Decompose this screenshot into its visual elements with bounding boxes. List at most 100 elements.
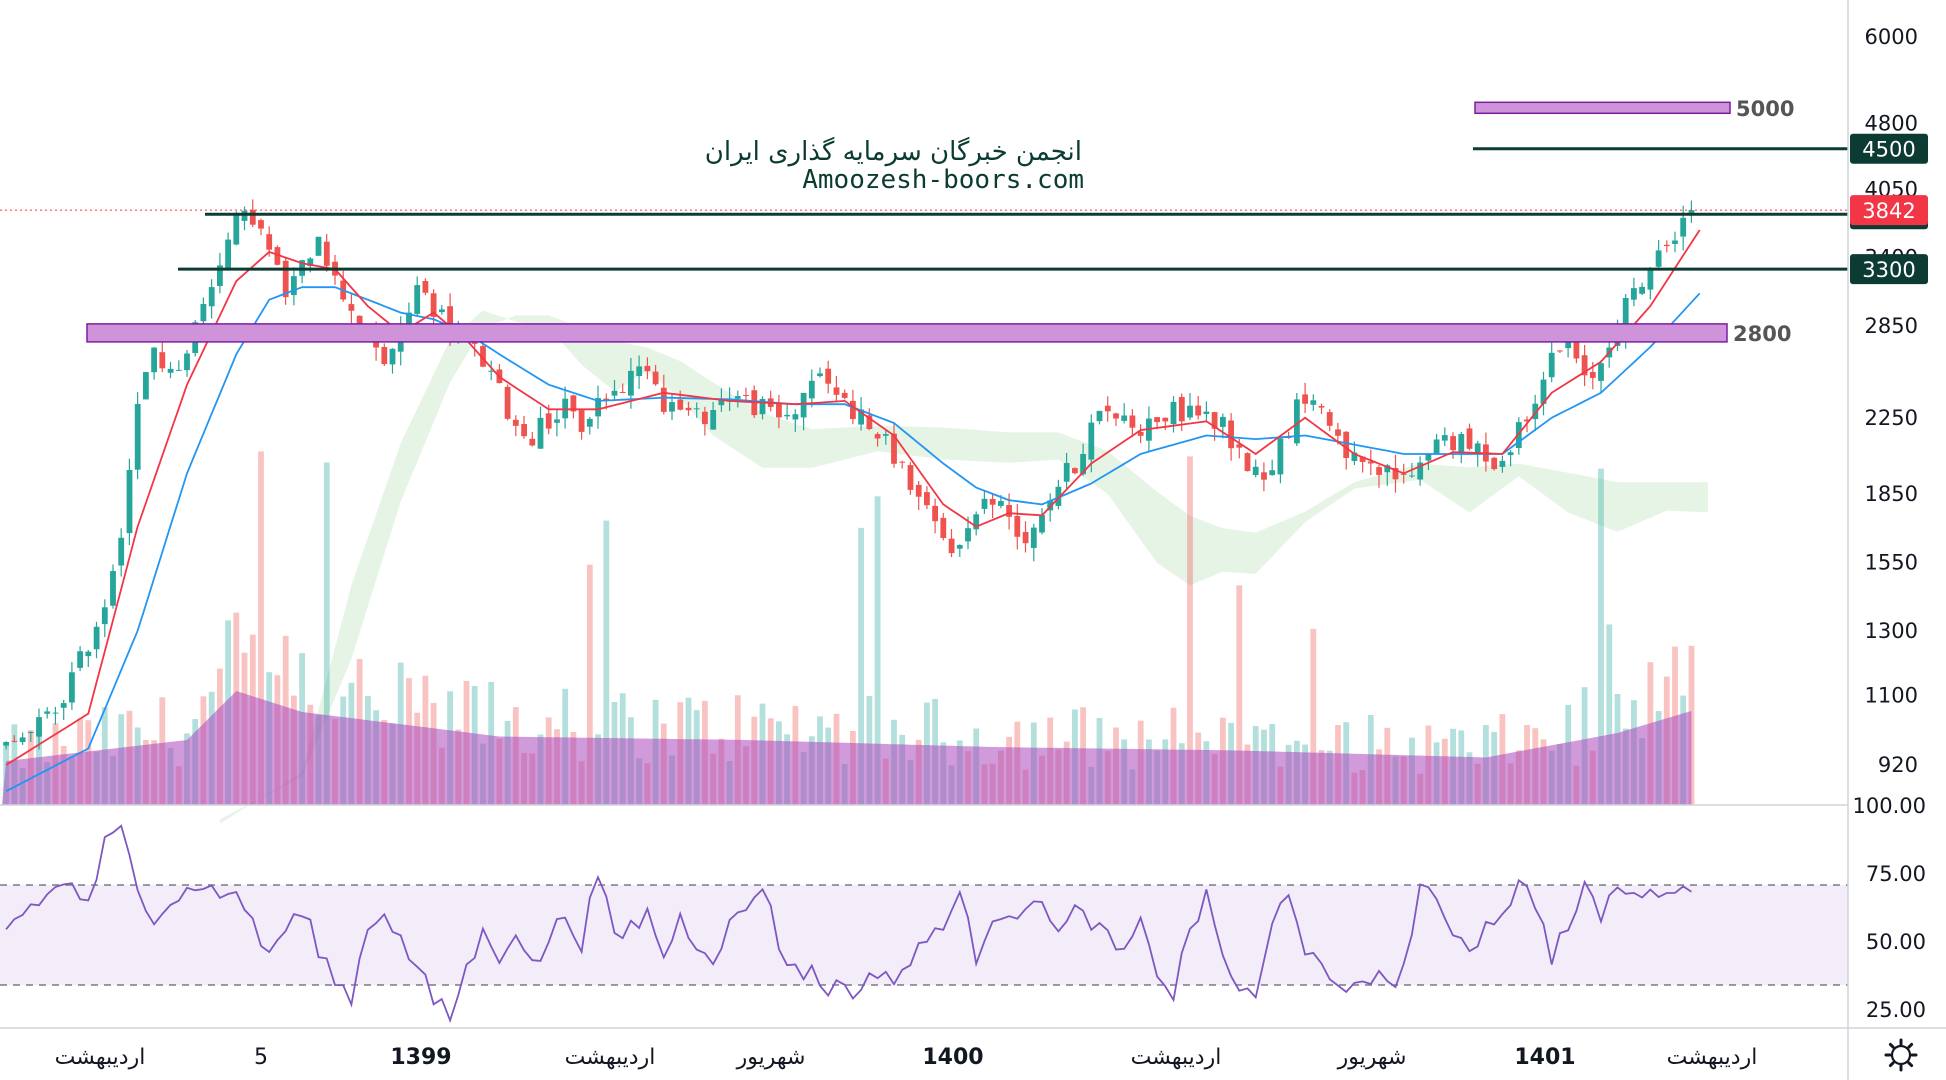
- candle-body: [291, 276, 297, 296]
- candle-body: [274, 247, 281, 265]
- candle-body: [989, 499, 996, 505]
- candle-body: [134, 404, 141, 470]
- candle-body: [784, 414, 790, 417]
- settings-gear-icon[interactable]: [1884, 1038, 1918, 1072]
- candle-body: [1359, 456, 1366, 462]
- candle-body: [1335, 429, 1341, 436]
- candle-body: [1631, 288, 1637, 300]
- candle-body: [315, 236, 322, 256]
- candle-body: [1252, 466, 1259, 475]
- candle-body: [233, 215, 240, 245]
- candle-body: [282, 260, 289, 298]
- candle-body: [652, 371, 659, 385]
- candle-body: [1072, 468, 1078, 474]
- candle-body: [1039, 515, 1045, 533]
- volume-bar: [323, 462, 330, 805]
- time-tick-label: 1401: [1514, 1045, 1575, 1070]
- candle-body: [1030, 527, 1037, 548]
- candle-body: [3, 742, 10, 746]
- candle-body: [1137, 431, 1144, 436]
- candle-body: [488, 370, 495, 372]
- price-zone-2800: [86, 323, 1728, 343]
- volume-bar: [1310, 628, 1317, 805]
- candle-body: [1499, 460, 1506, 467]
- volume-bar: [874, 496, 881, 805]
- candle-body: [882, 434, 889, 436]
- candle-body: [60, 703, 67, 708]
- candle-body: [389, 348, 396, 365]
- time-tick-label: اردیبهشت: [565, 1045, 656, 1070]
- candle-body: [1532, 403, 1539, 420]
- rsi-tick-label: 50.00: [1866, 930, 1926, 954]
- candle-body: [126, 470, 133, 534]
- candle-body: [1507, 452, 1514, 456]
- candle-body: [1376, 467, 1382, 475]
- candle-body: [956, 545, 963, 549]
- zone-label-5000: 5000: [1736, 97, 1794, 121]
- candle-body: [595, 398, 601, 417]
- candle-body: [825, 368, 832, 384]
- volume-bar: [1187, 456, 1193, 805]
- candle-body: [858, 409, 864, 425]
- candle-body: [1343, 431, 1350, 458]
- volume-bar: [258, 451, 264, 805]
- candle-body: [143, 372, 149, 400]
- candle-body: [1409, 475, 1415, 477]
- candle-body: [381, 347, 388, 365]
- candle-body: [249, 209, 256, 225]
- candle-body: [175, 369, 182, 371]
- candle-body: [628, 370, 634, 396]
- candle-body: [1318, 406, 1325, 408]
- candle-body: [1162, 417, 1169, 422]
- candle-body: [1170, 401, 1177, 425]
- candle-body: [159, 352, 166, 369]
- candle-body: [1672, 240, 1678, 244]
- candle-body: [1195, 405, 1202, 416]
- candle-body: [11, 740, 18, 742]
- candle-body: [77, 651, 83, 668]
- candle-body: [743, 395, 749, 396]
- level-badge-4500: [1850, 133, 1928, 164]
- time-tick-label: اردیبهشت: [1667, 1045, 1758, 1070]
- candle-body: [93, 626, 100, 650]
- candle-body: [1598, 363, 1604, 381]
- candle-body: [406, 312, 412, 327]
- candle-body: [718, 399, 725, 406]
- candle-body: [586, 418, 593, 427]
- candle-body: [619, 392, 626, 393]
- candle-body: [1351, 452, 1358, 461]
- candle-body: [1294, 399, 1300, 444]
- candle-body: [1647, 270, 1654, 290]
- candle-body: [69, 672, 75, 703]
- candle-body: [965, 528, 971, 542]
- price-badges: 4500380033003842: [1850, 133, 1928, 285]
- volume-bar: [586, 564, 593, 805]
- time-axis[interactable]: اردیبهشت 5 1399 اردیبهشت شهریور 1400 اردیبهشت ش…: [55, 1045, 1758, 1070]
- candle-body: [1433, 439, 1440, 454]
- candle-body: [1392, 468, 1399, 480]
- candle-body: [1680, 217, 1687, 237]
- time-tick-label: 1400: [922, 1045, 983, 1070]
- candle-body: [734, 396, 741, 399]
- candle-body: [1548, 352, 1555, 378]
- candle-body: [27, 732, 34, 733]
- candle-body: [1220, 416, 1226, 427]
- candle-body: [110, 571, 116, 606]
- candle-body: [266, 234, 273, 250]
- candle-body: [36, 717, 42, 737]
- candle-body: [1450, 436, 1456, 451]
- candle-body: [915, 484, 922, 497]
- candle-body: [1096, 410, 1103, 422]
- candle-body: [677, 399, 684, 410]
- candle-body: [702, 411, 708, 425]
- candle-body: [1244, 453, 1251, 472]
- candle-body: [1187, 405, 1193, 418]
- price-tick-label: 920: [1878, 753, 1918, 777]
- candle-body: [776, 403, 782, 418]
- candle-body: [258, 220, 264, 229]
- candle-body: [1491, 457, 1498, 470]
- candle-body: [981, 498, 988, 509]
- candle-body: [907, 465, 914, 490]
- candle-body: [85, 651, 92, 657]
- volume-bar: [603, 520, 610, 805]
